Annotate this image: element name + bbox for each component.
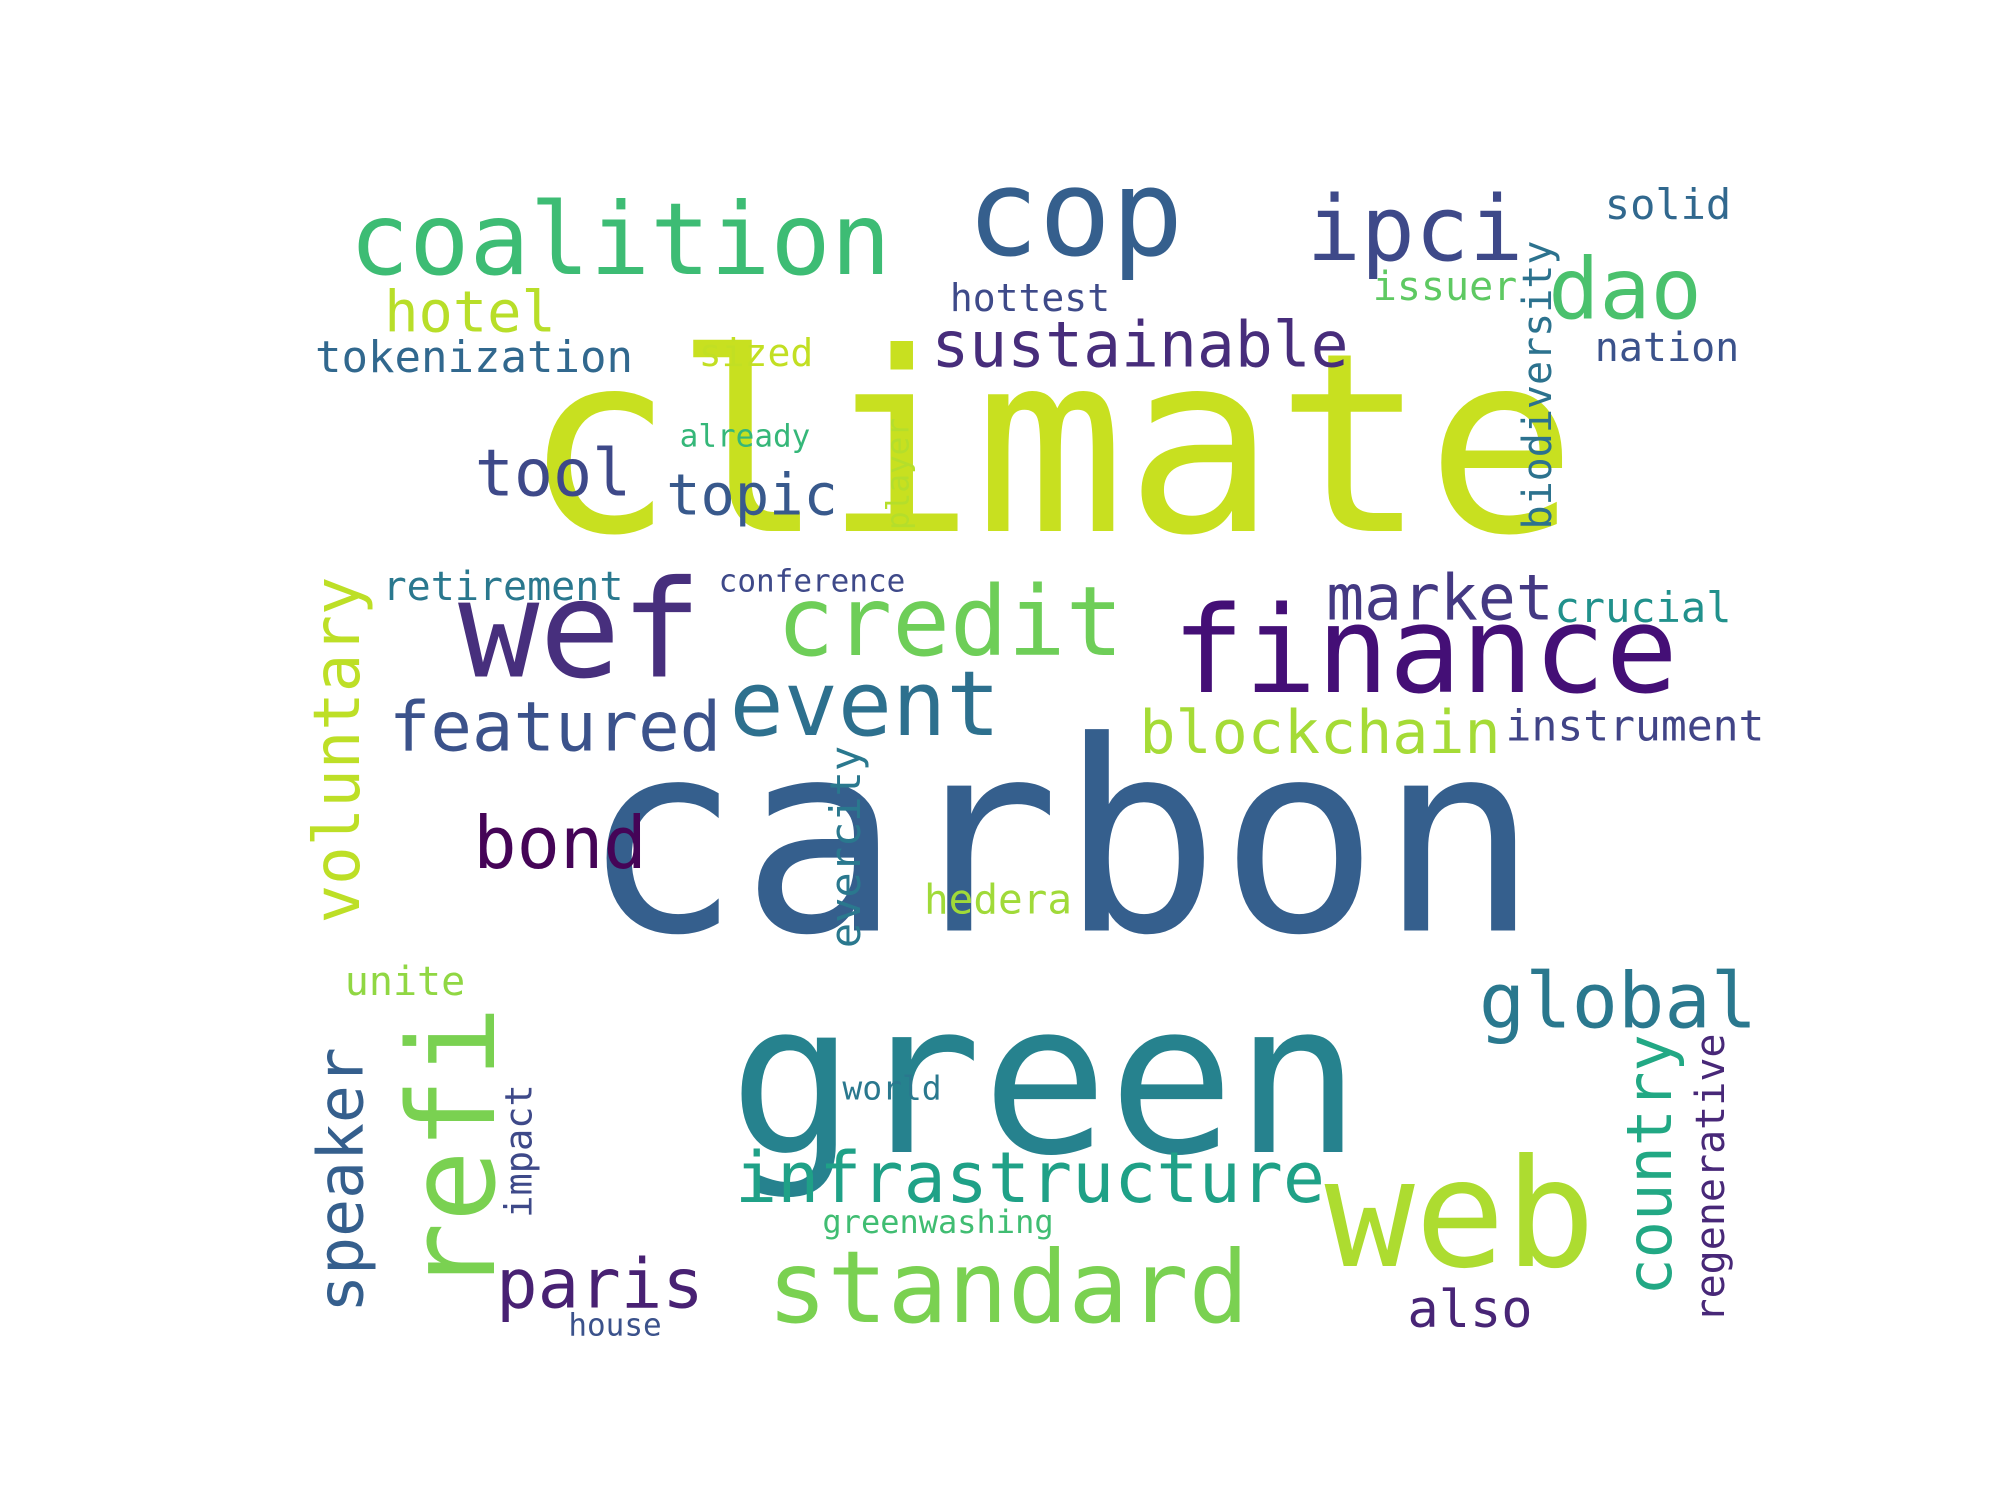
- word-hotel: hotel: [384, 279, 556, 346]
- word-ipci: ipci: [1306, 177, 1524, 282]
- word-cop: cop: [966, 145, 1184, 284]
- word-paris: paris: [496, 1244, 704, 1325]
- word-also: also: [1407, 1280, 1533, 1340]
- word-infrastructure: infrastructure: [734, 1137, 1326, 1219]
- word-tokenization: tokenization: [315, 332, 633, 383]
- word-blockchain: blockchain: [1139, 698, 1501, 768]
- word-regenerative: regenerative: [1688, 1033, 1734, 1323]
- word-hottest: hottest: [949, 276, 1111, 320]
- word-player: player: [880, 418, 917, 530]
- word-house: house: [568, 1307, 662, 1344]
- word-bond: bond: [473, 801, 647, 885]
- word-sized: sized: [698, 331, 814, 375]
- word-web: web: [1324, 1128, 1596, 1302]
- word-carbon: carbon: [581, 685, 1539, 994]
- word-credit: credit: [776, 566, 1124, 678]
- word-already: already: [679, 418, 811, 455]
- word-crucial: crucial: [1554, 583, 1732, 632]
- word-wef: wef: [458, 551, 702, 709]
- word-finance: finance: [1172, 582, 1678, 721]
- word-nation: nation: [1594, 325, 1740, 371]
- word-retirement: retirement: [382, 564, 624, 610]
- word-world: world: [842, 1068, 942, 1108]
- word-greenwashing: greenwashing: [822, 1203, 1054, 1241]
- word-conference: conference: [718, 563, 906, 600]
- word-tool: tool: [474, 436, 632, 512]
- word-voluntary: voluntary: [301, 576, 375, 924]
- word-topic: topic: [666, 462, 838, 529]
- word-dao: dao: [1548, 240, 1702, 340]
- word-impact: impact: [497, 1084, 541, 1218]
- word-evercity: evercity: [821, 745, 870, 949]
- word-hedera: hedera: [923, 875, 1073, 924]
- word-country: country: [1613, 1034, 1686, 1296]
- word-climate: climate: [523, 299, 1577, 590]
- word-instrument: instrument: [1505, 701, 1765, 752]
- word-biodiversity: biodiversity: [1515, 240, 1561, 530]
- word-global: global: [1478, 957, 1758, 1047]
- word-market: market: [1326, 561, 1554, 635]
- word-issuer: issuer: [1372, 264, 1518, 310]
- word-featured: featured: [388, 687, 722, 768]
- word-speaker: speaker: [304, 1047, 378, 1313]
- word-coalition: coalition: [349, 181, 891, 298]
- word-event: event: [729, 652, 1001, 757]
- word-unite: unite: [344, 959, 466, 1005]
- word-solid: solid: [1604, 180, 1732, 229]
- word-green: green: [728, 957, 1362, 1202]
- word-sustainable: sustainable: [931, 308, 1349, 382]
- word-standard: standard: [767, 1229, 1249, 1346]
